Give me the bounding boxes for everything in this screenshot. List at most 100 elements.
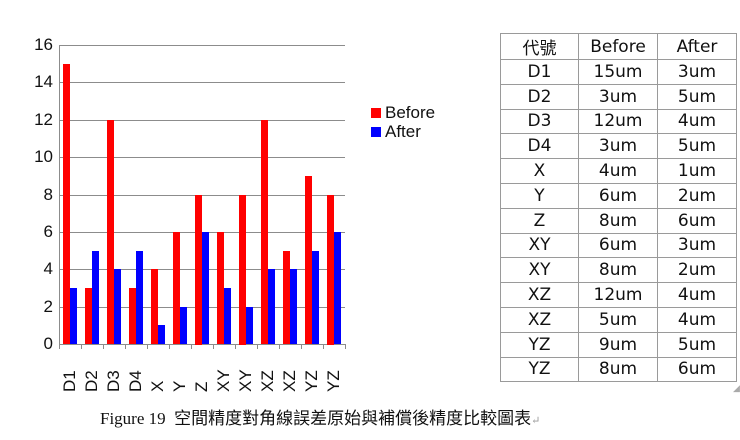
cell-before: 12um xyxy=(578,108,658,135)
gridline xyxy=(59,195,345,196)
y-tick-label: 14 xyxy=(34,72,53,91)
corner-mark-icon: ◢ xyxy=(733,383,740,393)
x-tick-mark xyxy=(59,344,60,349)
x-tick-mark xyxy=(169,344,170,349)
bar-after xyxy=(114,269,121,344)
x-tick-label: XY xyxy=(214,369,233,392)
y-tick-label: 12 xyxy=(34,110,53,129)
cell-after: 4um xyxy=(657,108,737,135)
cell-after: 2um xyxy=(657,257,737,284)
table-row: Z 8um 6um xyxy=(500,207,737,234)
bar-after xyxy=(312,251,319,344)
cell-code: Y xyxy=(500,182,579,209)
x-tick-mark xyxy=(279,344,280,349)
gridline xyxy=(59,120,345,121)
cell-after: 3um xyxy=(657,59,737,85)
bar-after xyxy=(246,307,253,344)
cell-after: 5um xyxy=(657,133,737,160)
table-row: X 4um 1um xyxy=(500,158,737,184)
bar-before xyxy=(173,232,180,344)
legend-label-before: Before xyxy=(385,102,436,122)
x-tick-label: D2 xyxy=(82,370,101,392)
cell-after: 5um xyxy=(657,83,737,110)
bar-after xyxy=(202,232,209,344)
table-row: YZ 9um 5um xyxy=(500,331,737,358)
y-tick-label: 0 xyxy=(43,334,53,353)
x-tick-label: XY xyxy=(236,369,255,392)
cell-after: 4um xyxy=(657,282,737,308)
cell-code: XY xyxy=(500,232,579,259)
cell-before: 3um xyxy=(578,83,658,110)
cell-before: 12um xyxy=(578,282,658,308)
table-row: D3 12um 4um xyxy=(500,108,737,135)
table-row: Y 6um 2um xyxy=(500,182,737,209)
x-tick-mark xyxy=(103,344,104,349)
cell-code: YZ xyxy=(500,331,579,358)
caption-label: Figure 19 xyxy=(100,409,166,428)
chart-legend: Before After xyxy=(371,103,435,141)
gridline xyxy=(59,45,345,46)
cell-code: D2 xyxy=(500,83,579,110)
bar-after xyxy=(92,251,99,344)
cell-code: Z xyxy=(500,207,579,234)
bar-before xyxy=(151,269,158,344)
bar-before xyxy=(239,195,246,345)
y-tick-label: 4 xyxy=(43,259,53,278)
x-tick-label: YZ xyxy=(302,370,321,392)
comparison-table: 代號 Before After D1 15um 3um D2 3um 5um D3 12um 4… xyxy=(500,33,737,383)
bar-after xyxy=(158,325,165,344)
cell-after: 1um xyxy=(657,158,737,184)
legend-label-after: After xyxy=(385,121,421,141)
legend-item-before: Before xyxy=(371,103,435,122)
y-tick-label: 10 xyxy=(34,147,53,166)
table-body: D1 15um 3um D2 3um 5um D3 12um 4um D4 3um 5um X 4um 1u… xyxy=(500,59,737,383)
x-tick-mark xyxy=(213,344,214,349)
y-axis xyxy=(59,45,60,344)
table-row: XY 8um 2um xyxy=(500,257,737,284)
bar-before xyxy=(305,176,312,344)
cell-before: 5um xyxy=(578,306,658,333)
legend-item-after: After xyxy=(371,122,435,141)
cell-after: 6um xyxy=(657,356,737,383)
cell-before: 8um xyxy=(578,356,658,383)
table-header-row: 代號 Before After xyxy=(500,33,737,60)
table-row: YZ 8um 6um xyxy=(500,356,737,383)
paragraph-mark-icon: ↵ xyxy=(531,415,541,427)
x-tick-mark xyxy=(147,344,148,349)
header-before: Before xyxy=(578,33,658,60)
x-axis xyxy=(59,344,345,345)
bar-after xyxy=(290,269,297,344)
bar-before xyxy=(261,120,268,344)
y-tick-label: 2 xyxy=(43,297,53,316)
cell-after: 2um xyxy=(657,182,737,209)
legend-swatch-before xyxy=(371,107,381,118)
bar-after xyxy=(180,307,187,344)
bar-before xyxy=(85,288,92,344)
x-tick-mark xyxy=(125,344,126,349)
cell-before: 6um xyxy=(578,232,658,259)
bar-before xyxy=(107,120,114,344)
x-tick-label: X xyxy=(148,380,167,392)
x-tick-label: Z xyxy=(192,381,211,392)
cell-code: D3 xyxy=(500,108,579,135)
table-row: XY 6um 3um xyxy=(500,232,737,259)
cell-after: 5um xyxy=(657,331,737,358)
figure-caption: Figure 19 空間精度對角線誤差原始與補償後精度比較圖表↵ xyxy=(100,404,540,429)
y-tick-label: 16 xyxy=(34,35,53,54)
y-tick-label: 6 xyxy=(43,222,53,241)
x-tick-label: D3 xyxy=(104,370,123,392)
cell-before: 8um xyxy=(578,257,658,284)
bar-before xyxy=(129,288,136,344)
cell-before: 15um xyxy=(578,59,658,85)
bar-after xyxy=(70,288,77,344)
bar-before xyxy=(327,195,334,345)
cell-code: XZ xyxy=(500,306,579,333)
bar-before xyxy=(217,232,224,344)
cell-code: D1 xyxy=(500,59,579,85)
x-tick-label: D4 xyxy=(126,370,145,392)
y-tick-label: 8 xyxy=(43,185,53,204)
cell-code: X xyxy=(500,158,579,184)
x-tick-label: XZ xyxy=(280,370,299,392)
bar-after xyxy=(334,232,341,344)
legend-swatch-after xyxy=(371,126,381,137)
